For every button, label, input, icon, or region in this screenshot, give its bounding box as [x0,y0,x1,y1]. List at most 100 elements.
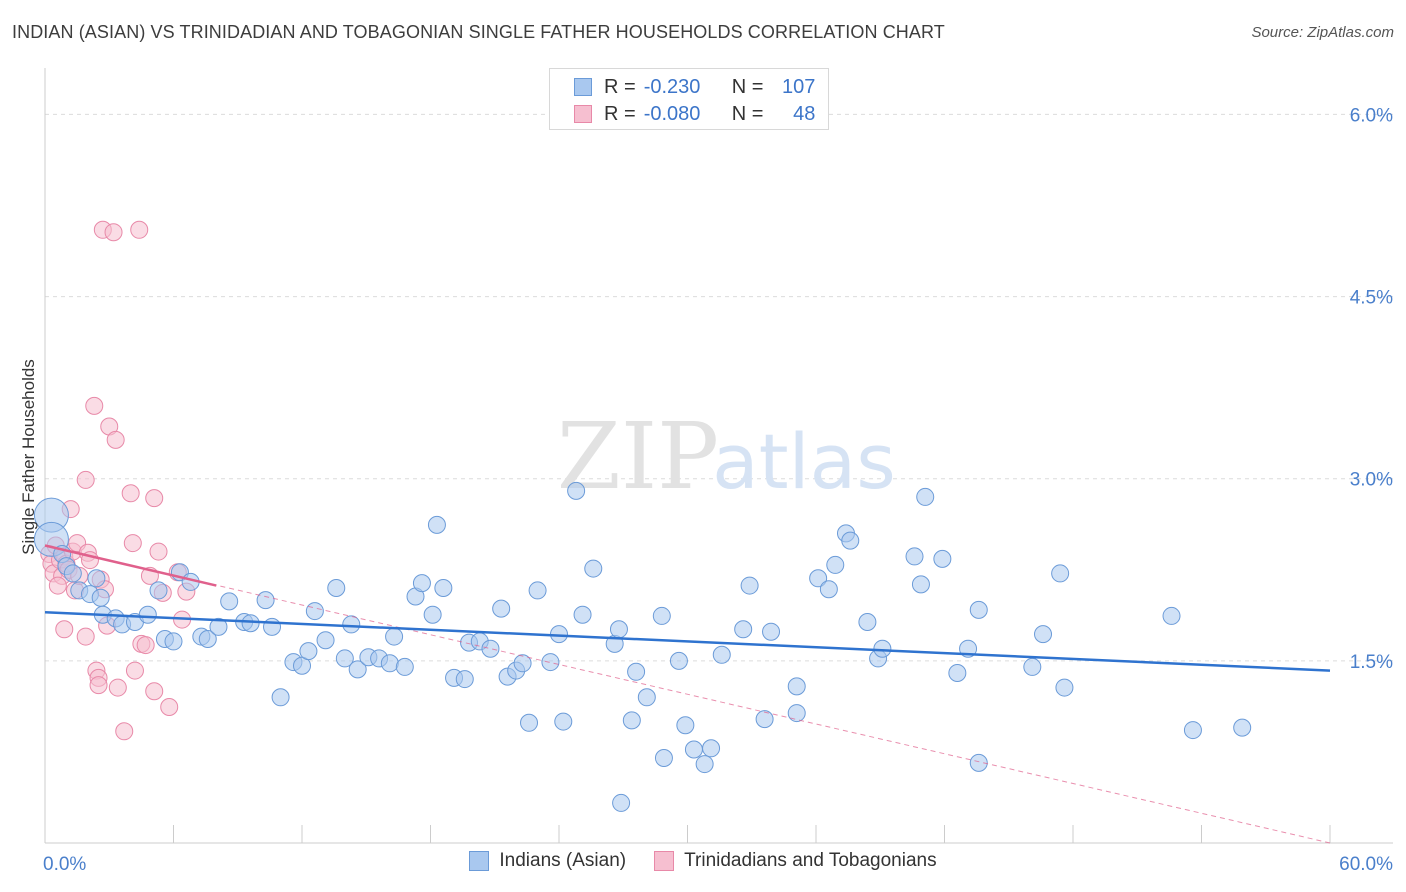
pink-swatch [574,105,592,123]
data-point-indian [573,605,592,624]
data-point-indian [1233,718,1252,737]
data-point-indian [969,753,988,772]
n-label: N = [731,75,764,98]
legend-label: Trinidadians and Tobagonians [684,850,937,871]
y-tick-label: 4.5% [1350,288,1393,309]
n-value: 48 [793,102,816,125]
data-point-indian [1051,564,1070,583]
x-tick-label: 0.0% [43,854,86,875]
data-point-indian [380,654,399,673]
legend-item-trinidadian: Trinidadians and Tobagonians [654,850,937,872]
y-tick-label: 6.0% [1350,105,1393,126]
n-label: N = [731,102,764,125]
data-point-indian [63,564,82,583]
data-point-indian [241,614,260,633]
data-point-indian [873,639,892,658]
data-point-indian [819,580,838,599]
data-point-trinidadian [145,682,164,701]
data-point-indian [809,569,828,588]
axes [44,68,1393,844]
data-point-indian [567,481,586,500]
y-tick-labels: 1.5% 3.0% 4.5% 6.0% [1350,105,1393,672]
data-point-indian [905,547,924,566]
x-tick-label: 60.0% [1339,854,1393,875]
r-value: -0.230 [643,75,701,98]
data-point-indian [1023,657,1042,676]
data-point-trinidadian [130,220,149,239]
x-tick-labels: 0.0% 60.0% [43,854,1393,875]
data-point-indian [209,617,228,636]
data-point-indian [841,531,860,550]
r-value: -0.080 [643,102,701,125]
data-point-trinidadian [123,534,142,553]
data-point-trinidadian [76,627,95,646]
data-point-indian [740,576,759,595]
data-point-indian [787,704,806,723]
data-point-trinidadian [136,636,155,655]
data-point-trinidadian [121,484,140,503]
data-point-trinidadian [55,620,74,639]
data-point-indian [164,632,183,651]
data-point-indian [412,574,431,593]
data-point-indian [669,651,688,670]
stats-row-trinidadian: R = -0.080 N = 48 [574,101,815,127]
data-point-indian [528,581,547,600]
data-point-indian [138,605,157,624]
data-point-trinidadian [85,396,104,415]
data-point-indian [916,487,935,506]
data-point-indian [385,627,404,646]
trend-lines [44,544,1331,844]
data-point-trinidadian [149,542,168,561]
data-point-indian [948,664,967,682]
data-point-indian [622,711,641,730]
data-point-indian [423,605,442,624]
data-point-indian [220,592,239,611]
y-axis-label: Single Father Households [19,359,38,555]
data-point-indian [342,615,361,634]
data-point-indian [327,579,346,597]
data-point-indian [520,713,539,732]
data-point-indian [87,569,106,588]
legend-item-indian: Indians (Asian) [469,850,626,872]
source-label: Source: ZipAtlas.com [1251,24,1394,41]
data-point-indian [1162,606,1181,625]
data-point-indian [702,739,721,758]
r-label: R = [604,102,636,125]
data-point-indian [91,588,110,607]
data-point-indian [335,649,354,668]
data-point-trinidadian [125,661,144,680]
y-tick-label: 3.0% [1350,470,1393,491]
data-point-indian [149,581,168,600]
data-point-indian [755,710,774,729]
data-point-trinidadian [89,676,108,695]
data-point-indian [434,579,453,597]
data-point-indian [271,688,290,707]
grid-lines [45,113,1393,662]
blue-swatch [574,78,592,96]
data-point-indian [554,712,573,731]
data-point-indian [969,600,988,619]
data-point-indian [762,622,781,641]
data-point-indian [316,631,335,650]
data-point-indian [612,793,631,812]
data-point-indian [1034,625,1053,644]
data-point-indian [541,653,560,672]
data-point-indian [911,575,930,594]
data-point-indian [256,591,275,610]
legend-label: Indians (Asian) [499,850,627,871]
blue-swatch [469,851,490,871]
data-point-indian [481,639,500,658]
data-point-indian [455,670,474,689]
data-point-indian [427,515,446,534]
data-point-indian [676,716,695,735]
data-point-indian [652,606,671,625]
data-point-indian [654,749,673,767]
n-value: 107 [782,75,816,98]
r-label: R = [604,75,636,98]
data-point-indian [787,677,806,696]
series-indian-points [33,481,1252,812]
data-point-indian [695,755,714,774]
data-point-trinidadian [104,223,123,242]
y-tick-label: 1.5% [1350,652,1393,673]
